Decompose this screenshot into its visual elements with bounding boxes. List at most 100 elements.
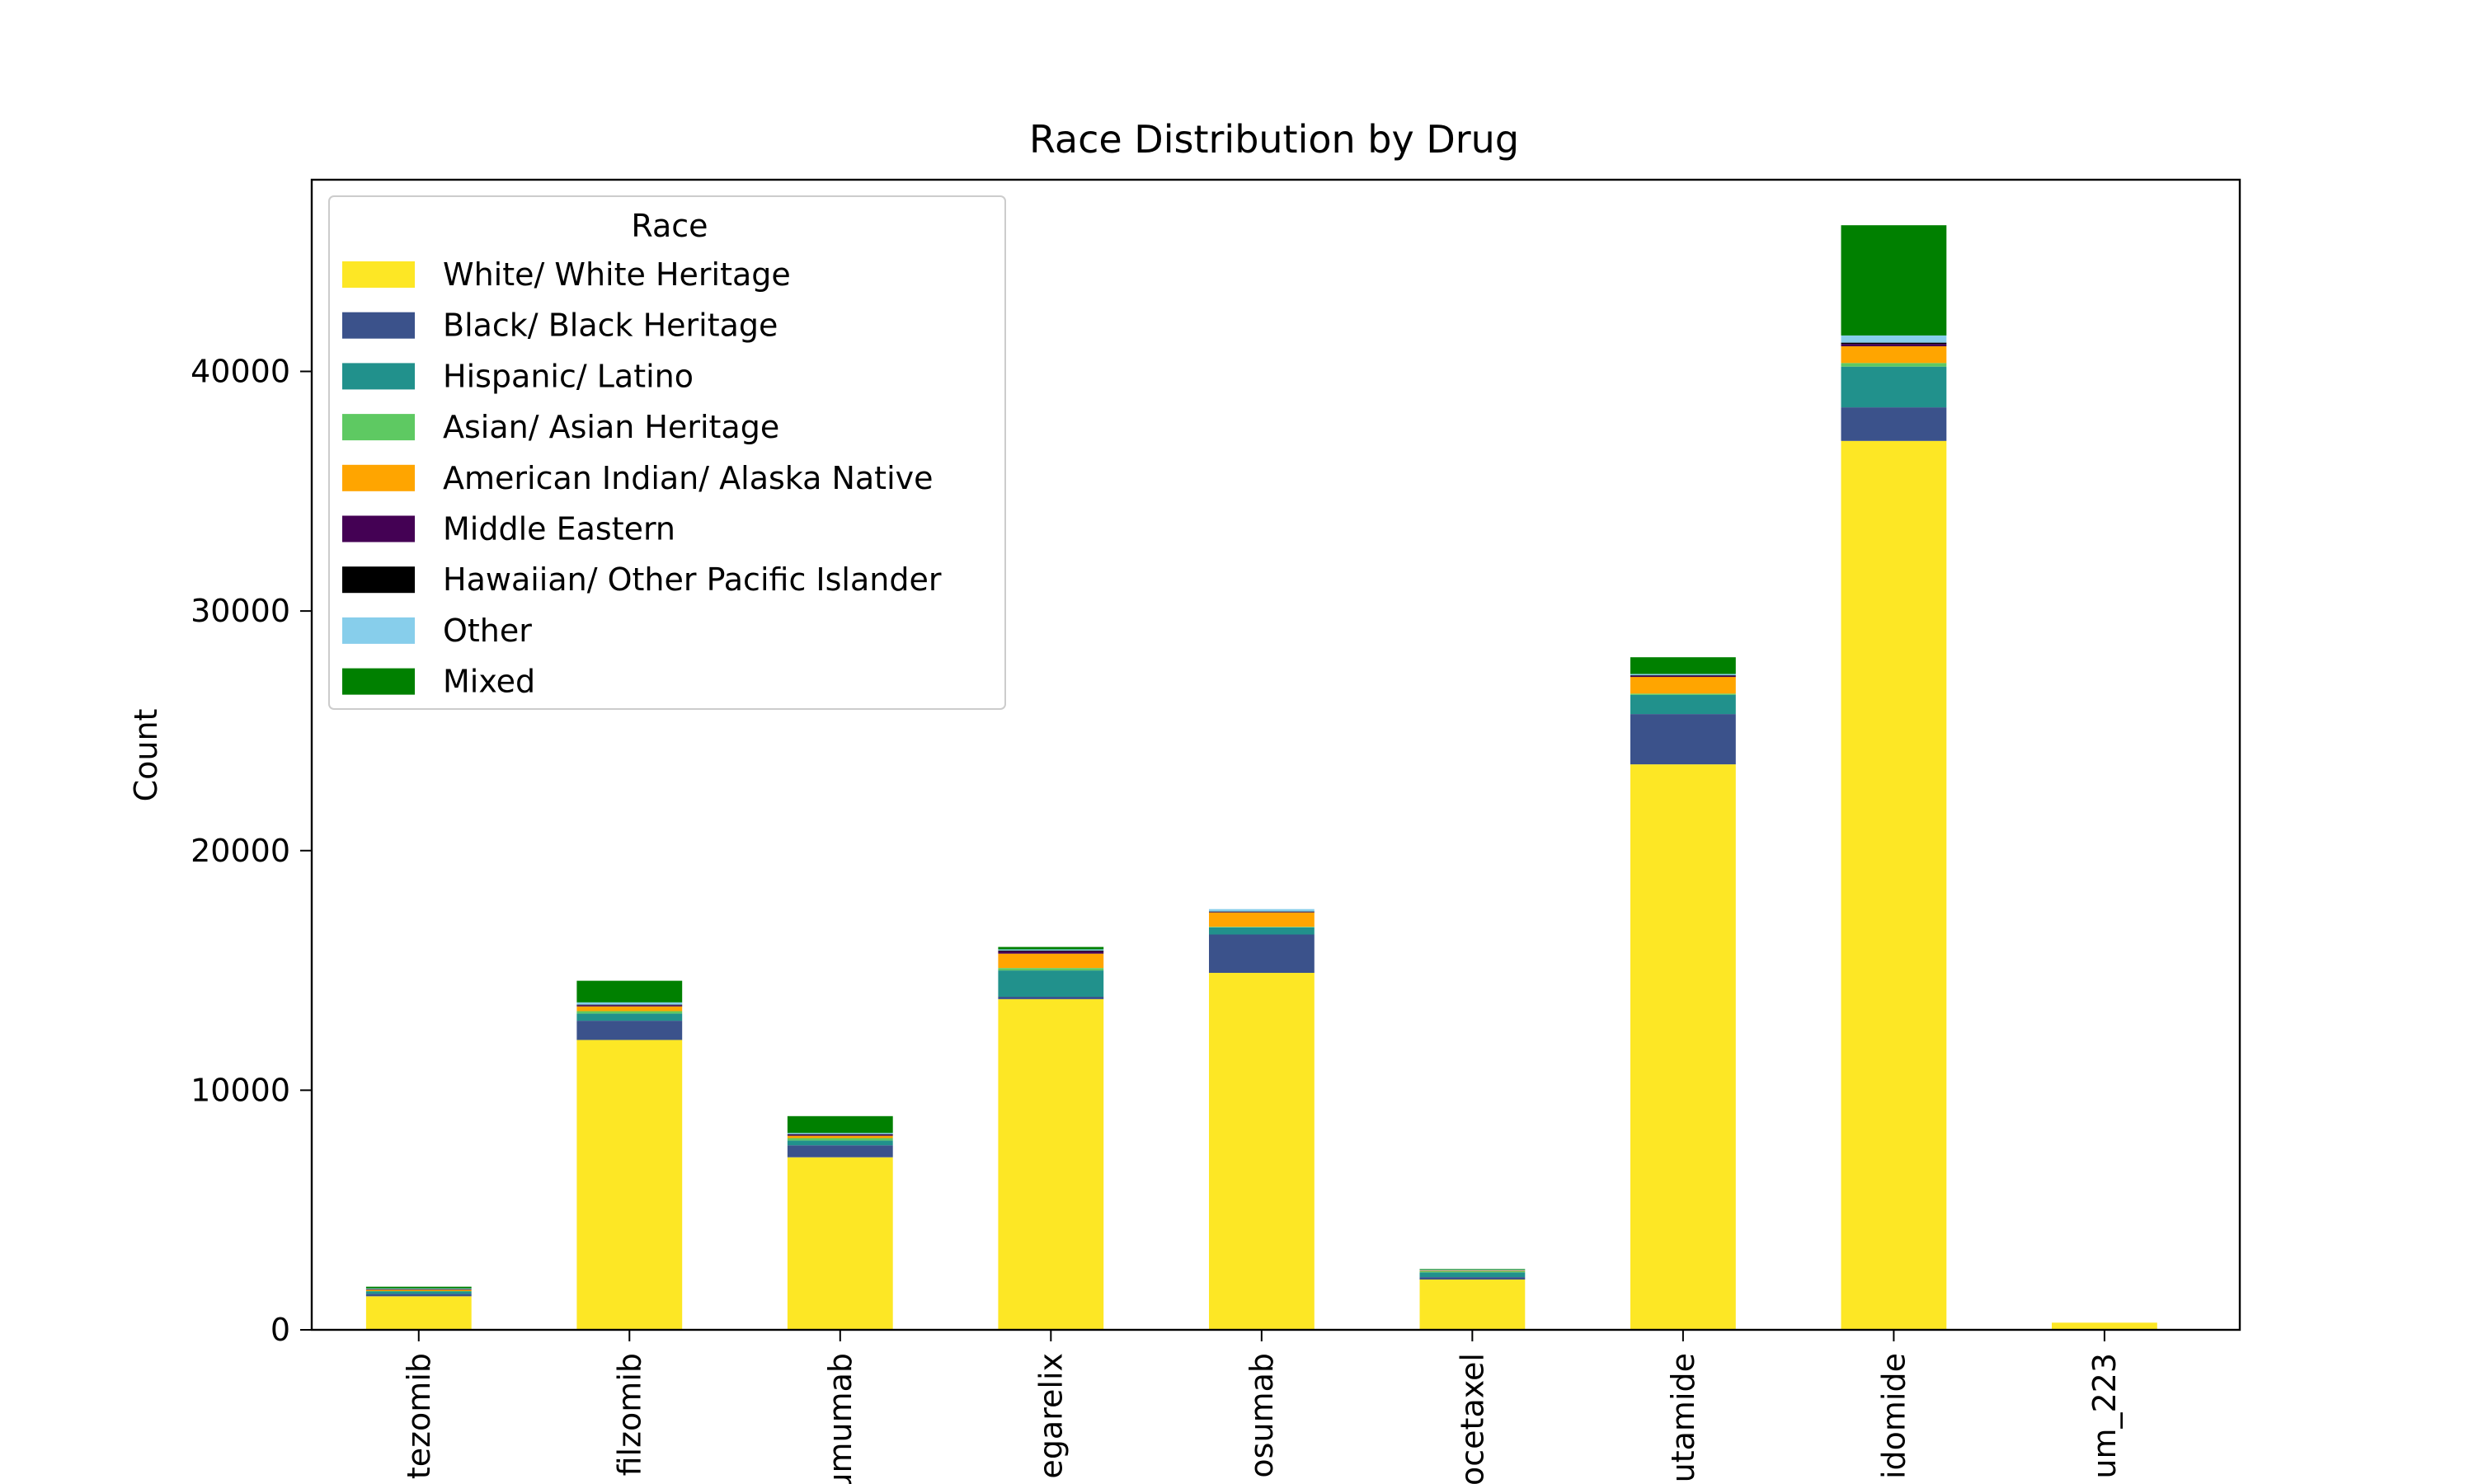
bar-segment [1630, 675, 1736, 678]
legend-label: Black/ Black Heritage [443, 308, 778, 344]
legend-swatch [342, 261, 415, 288]
bar-segment [365, 1294, 472, 1297]
bar-segment [1209, 973, 1315, 1330]
legend-swatch [342, 312, 415, 339]
bar-segment [787, 1138, 893, 1141]
legend-label: Mixed [443, 664, 535, 700]
legend-swatch [342, 668, 415, 695]
bar-segment [1630, 674, 1736, 676]
y-tick-label: 40000 [190, 354, 290, 390]
bar-segment [1841, 344, 1947, 346]
bar-segment [1841, 335, 1947, 343]
x-tick-label: osumab [1244, 1353, 1280, 1478]
bar-segment [1630, 694, 1736, 715]
bar-segment [1209, 909, 1315, 912]
bar-segment [1209, 911, 1315, 913]
bar-segment [1841, 366, 1947, 408]
bar-segment [365, 1291, 472, 1294]
bar-segment [1841, 363, 1947, 367]
bar-segment [576, 1006, 683, 1012]
bar-segment [1630, 675, 1736, 676]
axes: 0 10000 20000 30000 40000 tezomib filzomib umum… [190, 178, 2241, 1484]
legend-label: American Indian/ Alaska Native [443, 460, 934, 496]
bar-segment [1419, 1272, 1526, 1278]
legend-swatch [342, 566, 415, 594]
bar-segment [576, 1011, 683, 1014]
bar-segment [1841, 225, 1947, 336]
bar-segment [1841, 440, 1947, 1330]
x-tick-label: filzomib [611, 1353, 647, 1476]
bar-segment [365, 1289, 472, 1290]
x-tick-label: umumab [822, 1353, 858, 1484]
legend-title: Race [631, 208, 708, 244]
legend-label: Hispanic/ Latino [443, 358, 694, 394]
bar-segment [787, 1140, 893, 1146]
bar-segment [576, 1005, 683, 1007]
x-tick-label: utamide [1665, 1353, 1701, 1482]
bar-segment [576, 1002, 683, 1005]
bar-segment [998, 968, 1104, 971]
x-tick-label: um_223 [2086, 1353, 2123, 1479]
bar-segment [1841, 346, 1947, 364]
bar-segment [1419, 1277, 1526, 1280]
legend-label: Hawaiian/ Other Pacific Islander [443, 561, 942, 598]
chart-title: Race Distribution by Drug [1029, 117, 1519, 162]
bar-segment [576, 980, 683, 1003]
x-tick-label: egarelix [1032, 1353, 1069, 1479]
x-tick-label: idomide [1875, 1353, 1912, 1479]
bar-segment [787, 1134, 893, 1136]
bar-segment [1630, 714, 1736, 765]
bar-segment [365, 1290, 472, 1292]
bar-segment [998, 949, 1104, 951]
bar-segment [576, 1004, 683, 1006]
x-tick-label: tezomib [401, 1353, 437, 1479]
bar-segment [365, 1296, 472, 1330]
legend-swatch [342, 617, 415, 644]
y-axis-label: Count [128, 709, 164, 802]
bar-segment [1630, 657, 1736, 674]
bar-segment [1630, 677, 1736, 694]
y-tick-label: 30000 [190, 593, 290, 629]
bar-segment [1419, 1270, 1526, 1271]
legend-label: Asian/ Asian Heritage [443, 409, 779, 445]
bar-segment [998, 953, 1104, 969]
legend-label: Other [443, 613, 532, 649]
plot-frame [310, 178, 2241, 1331]
bar-segment [1209, 934, 1315, 973]
bar-segment [365, 1289, 472, 1291]
legend-label: Middle Eastern [443, 511, 675, 547]
legend-box [328, 195, 1006, 710]
y-tick-label: 20000 [190, 833, 290, 869]
bar-segment [998, 970, 1104, 998]
bar-segment [787, 1115, 893, 1134]
legend-swatch [342, 414, 415, 441]
bar-segment [998, 946, 1104, 950]
bar-segment [787, 1135, 893, 1139]
bar-segment [1209, 912, 1315, 913]
bar-segment [1419, 1280, 1526, 1330]
bar-segment [787, 1134, 893, 1135]
legend-swatch [342, 464, 415, 491]
bar-segment [576, 1013, 683, 1021]
y-tick-label: 10000 [190, 1072, 290, 1108]
bar-segment [787, 1145, 893, 1158]
bar-segment [998, 998, 1104, 1330]
bar-segment [1419, 1270, 1526, 1273]
bar-segment [1209, 927, 1315, 928]
bar-segment [2052, 1322, 2157, 1330]
legend-swatch [342, 363, 415, 390]
bar-segment [1630, 693, 1736, 695]
bar-segment [998, 951, 1104, 954]
bar-segment [998, 997, 1104, 999]
bar-segment [1630, 764, 1736, 1330]
bar-segment [365, 1286, 472, 1289]
bar-segment [787, 1133, 893, 1134]
bar-segment [1841, 342, 1947, 345]
bar-segment [1419, 1269, 1526, 1270]
legend: Race White/ White Heritage Black/ Black He… [328, 195, 1006, 710]
bar-segment [1209, 927, 1315, 935]
legend-label: White/ White Heritage [443, 256, 791, 293]
bar-stacks [365, 225, 2157, 1331]
y-tick-label: 0 [270, 1312, 290, 1348]
